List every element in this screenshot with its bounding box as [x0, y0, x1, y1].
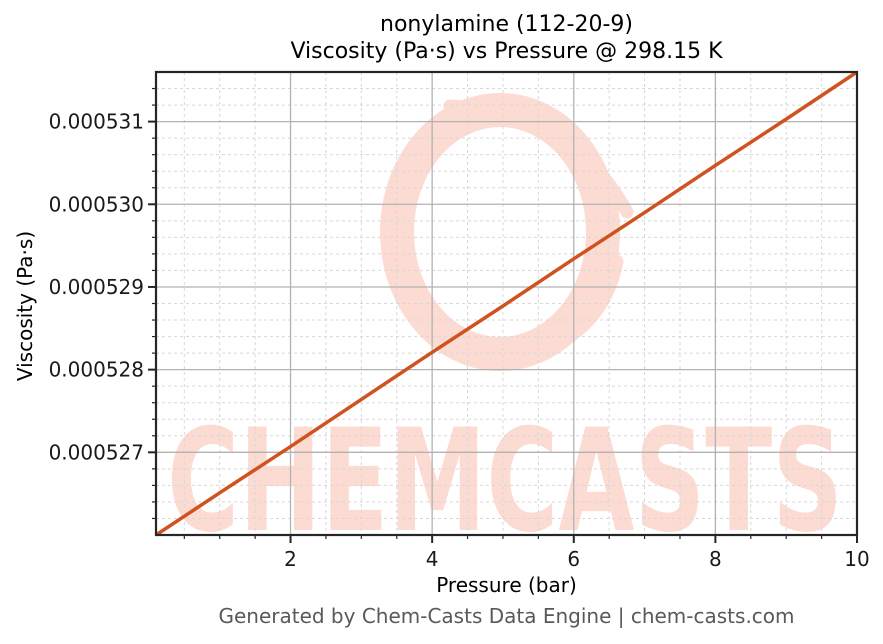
- major-gridlines: [156, 72, 858, 535]
- x-tick-label: 6: [567, 547, 580, 571]
- tick-labels: 2 4 6 8 10 0.000527 0.000528 0.000529 0.000530 0.…: [49, 110, 870, 571]
- x-tick-label: 10: [844, 547, 869, 571]
- chart-title: nonylamine (112-20-9): [380, 12, 633, 37]
- x-axis-label: Pressure (bar): [436, 573, 577, 597]
- y-tick-label: 0.000528: [49, 358, 144, 382]
- y-tick-label: 0.000529: [49, 275, 144, 299]
- y-axis-label: Viscosity (Pa·s): [13, 230, 37, 382]
- watermark: CHEMCASTS: [167, 93, 843, 564]
- x-tick-label: 8: [709, 547, 722, 571]
- footer-credit: Generated by Chem-Casts Data Engine | ch…: [218, 604, 795, 628]
- chart-subtitle: Viscosity (Pa·s) vs Pressure @ 298.15 K: [290, 39, 723, 64]
- minor-gridlines: [156, 72, 857, 535]
- plot-border: [154, 70, 859, 537]
- x-tick-label: 2: [284, 547, 297, 571]
- watermark-text: CHEMCASTS: [167, 399, 843, 564]
- y-tick-label: 0.000527: [49, 440, 144, 464]
- x-tick-label: 4: [426, 547, 439, 571]
- y-tick-label: 0.000530: [49, 192, 144, 216]
- y-tick-label: 0.000531: [49, 110, 144, 134]
- watermark-crescent-icon: [527, 254, 624, 360]
- watermark-swoosh-icon: [443, 99, 634, 219]
- viscosity-line-series: [155, 70, 858, 537]
